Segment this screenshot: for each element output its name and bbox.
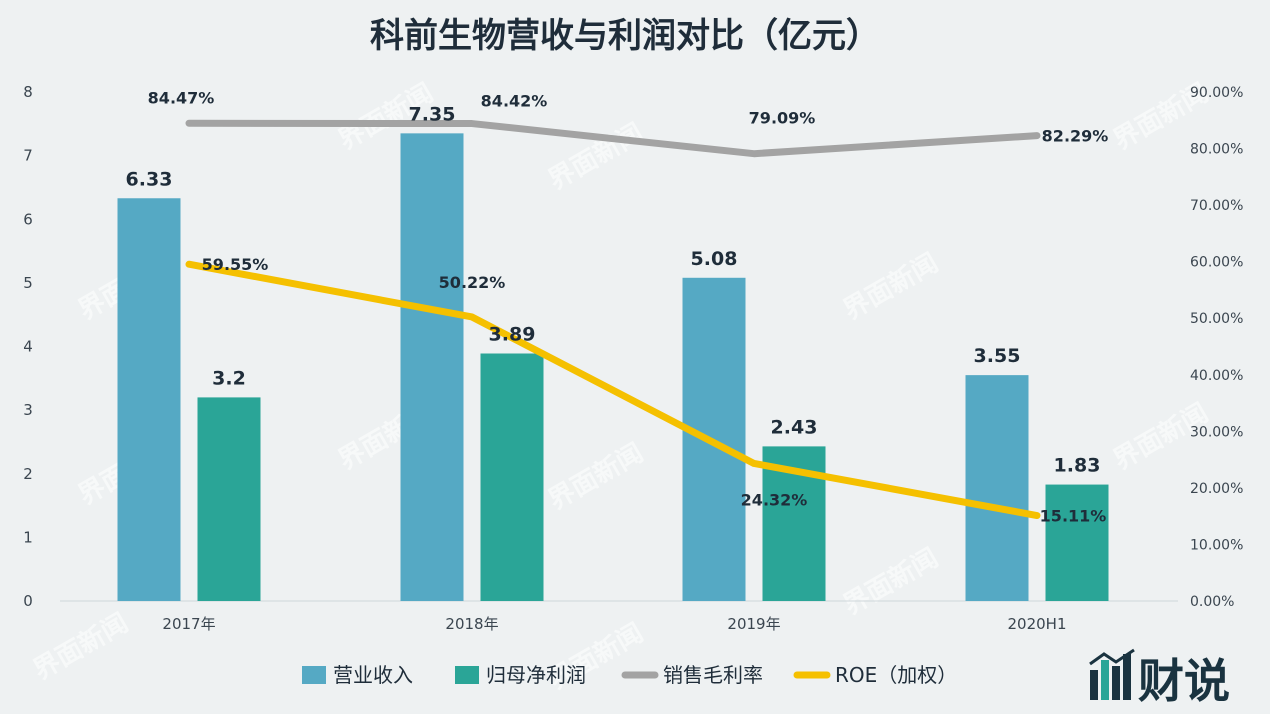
lines-layer [185, 119, 1041, 520]
gross-margin-label: 79.09% [749, 109, 816, 128]
left-y-tick: 2 [23, 465, 33, 483]
bar-net-profit [1045, 484, 1109, 601]
legend-label: 销售毛利率 [663, 663, 763, 687]
right-y-tick: 90.00% [1190, 85, 1243, 101]
caishuo-logo: 财说 [1089, 648, 1230, 708]
watermark-text: 界面新闻 [838, 247, 944, 326]
gross-margin-label: 82.29% [1042, 127, 1109, 146]
watermark-text: 界面新闻 [543, 437, 649, 516]
legend-label: ROE（加权） [835, 663, 957, 687]
bar-value-label: 1.83 [1054, 455, 1101, 477]
bar-value-label: 6.33 [126, 168, 173, 190]
bar-value-label: 7.35 [409, 103, 456, 125]
left-y-tick: 8 [23, 83, 33, 101]
bar-net-profit [480, 353, 544, 601]
right-y-tick: 10.00% [1190, 537, 1243, 553]
watermark-text: 界面新闻 [838, 542, 944, 621]
roe-label: 50.22% [439, 273, 506, 292]
legend-label: 归母净利润 [486, 663, 586, 687]
logo-mark [1089, 648, 1135, 700]
x-tick-label: 2020H1 [1008, 615, 1067, 633]
right-y-axis: 0.00% 10.00% 20.00% 30.00% 40.00% 50.00% 60.00… [1190, 85, 1243, 610]
x-tick-label: 2019年 [727, 615, 780, 633]
right-y-tick: 70.00% [1190, 198, 1243, 214]
legend-swatch [302, 666, 326, 684]
bar-value-label: 2.43 [771, 416, 818, 438]
line-gross-margin [185, 119, 1041, 158]
left-y-tick: 5 [23, 274, 33, 292]
roe-label: 59.55% [202, 255, 269, 274]
x-axis: 2017年 2018年 2019年 2020H1 [162, 615, 1066, 633]
right-y-tick: 20.00% [1190, 481, 1243, 497]
left-y-tick: 0 [23, 592, 33, 610]
bar-value-label: 5.08 [691, 248, 738, 270]
x-tick-label: 2018年 [445, 615, 498, 633]
left-y-tick: 7 [23, 147, 33, 165]
bar-value-label: 3.55 [974, 345, 1021, 367]
logo-bar-2 [1101, 660, 1109, 700]
bar-revenue [400, 133, 464, 601]
bar-revenue [117, 198, 181, 601]
x-tick-label: 2017年 [162, 615, 215, 633]
logo-bar-1 [1090, 670, 1098, 700]
chart-title: 科前生物营收与利润对比（亿元） [370, 16, 880, 56]
bar-net-profit [197, 397, 261, 601]
bar-value-label: 3.2 [212, 367, 246, 389]
bar-revenue [965, 375, 1029, 601]
left-y-tick: 1 [23, 528, 33, 546]
right-y-tick: 80.00% [1190, 142, 1243, 158]
right-y-tick: 60.00% [1190, 255, 1243, 271]
right-y-tick: 50.00% [1190, 311, 1243, 327]
watermark-text: 界面新闻 [543, 117, 649, 196]
left-y-tick: 3 [23, 401, 33, 419]
logo-bar-4 [1123, 654, 1131, 700]
legend: 营业收入 归母净利润 销售毛利率 ROE（加权） [302, 663, 957, 687]
right-y-tick: 30.00% [1190, 424, 1243, 440]
roe-label: 24.32% [741, 490, 808, 509]
bars-layer [117, 133, 1109, 601]
left-y-tick: 4 [23, 338, 33, 356]
right-y-tick: 40.00% [1190, 368, 1243, 384]
gross-margin-label: 84.47% [148, 88, 215, 107]
legend-label: 营业收入 [333, 663, 413, 687]
right-y-tick: 0.00% [1190, 594, 1234, 610]
legend-swatch [455, 666, 479, 684]
watermark-text: 界面新闻 [28, 607, 134, 686]
roe-label: 15.11% [1040, 507, 1107, 526]
gross-margin-label: 84.42% [481, 92, 548, 111]
logo-arrow [1089, 648, 1135, 666]
left-y-tick: 6 [23, 210, 33, 228]
line-roe [185, 260, 1041, 520]
bar-value-label: 3.89 [489, 323, 536, 345]
logo-text: 财说 [1138, 654, 1230, 708]
logo-bar-3 [1112, 666, 1120, 700]
labels-layer: 6.33 7.35 5.08 3.55 3.2 3.89 2.43 1.83 84.47% 84.… [126, 88, 1109, 525]
left-y-axis: 0 1 2 3 4 5 6 7 8 [23, 83, 33, 610]
